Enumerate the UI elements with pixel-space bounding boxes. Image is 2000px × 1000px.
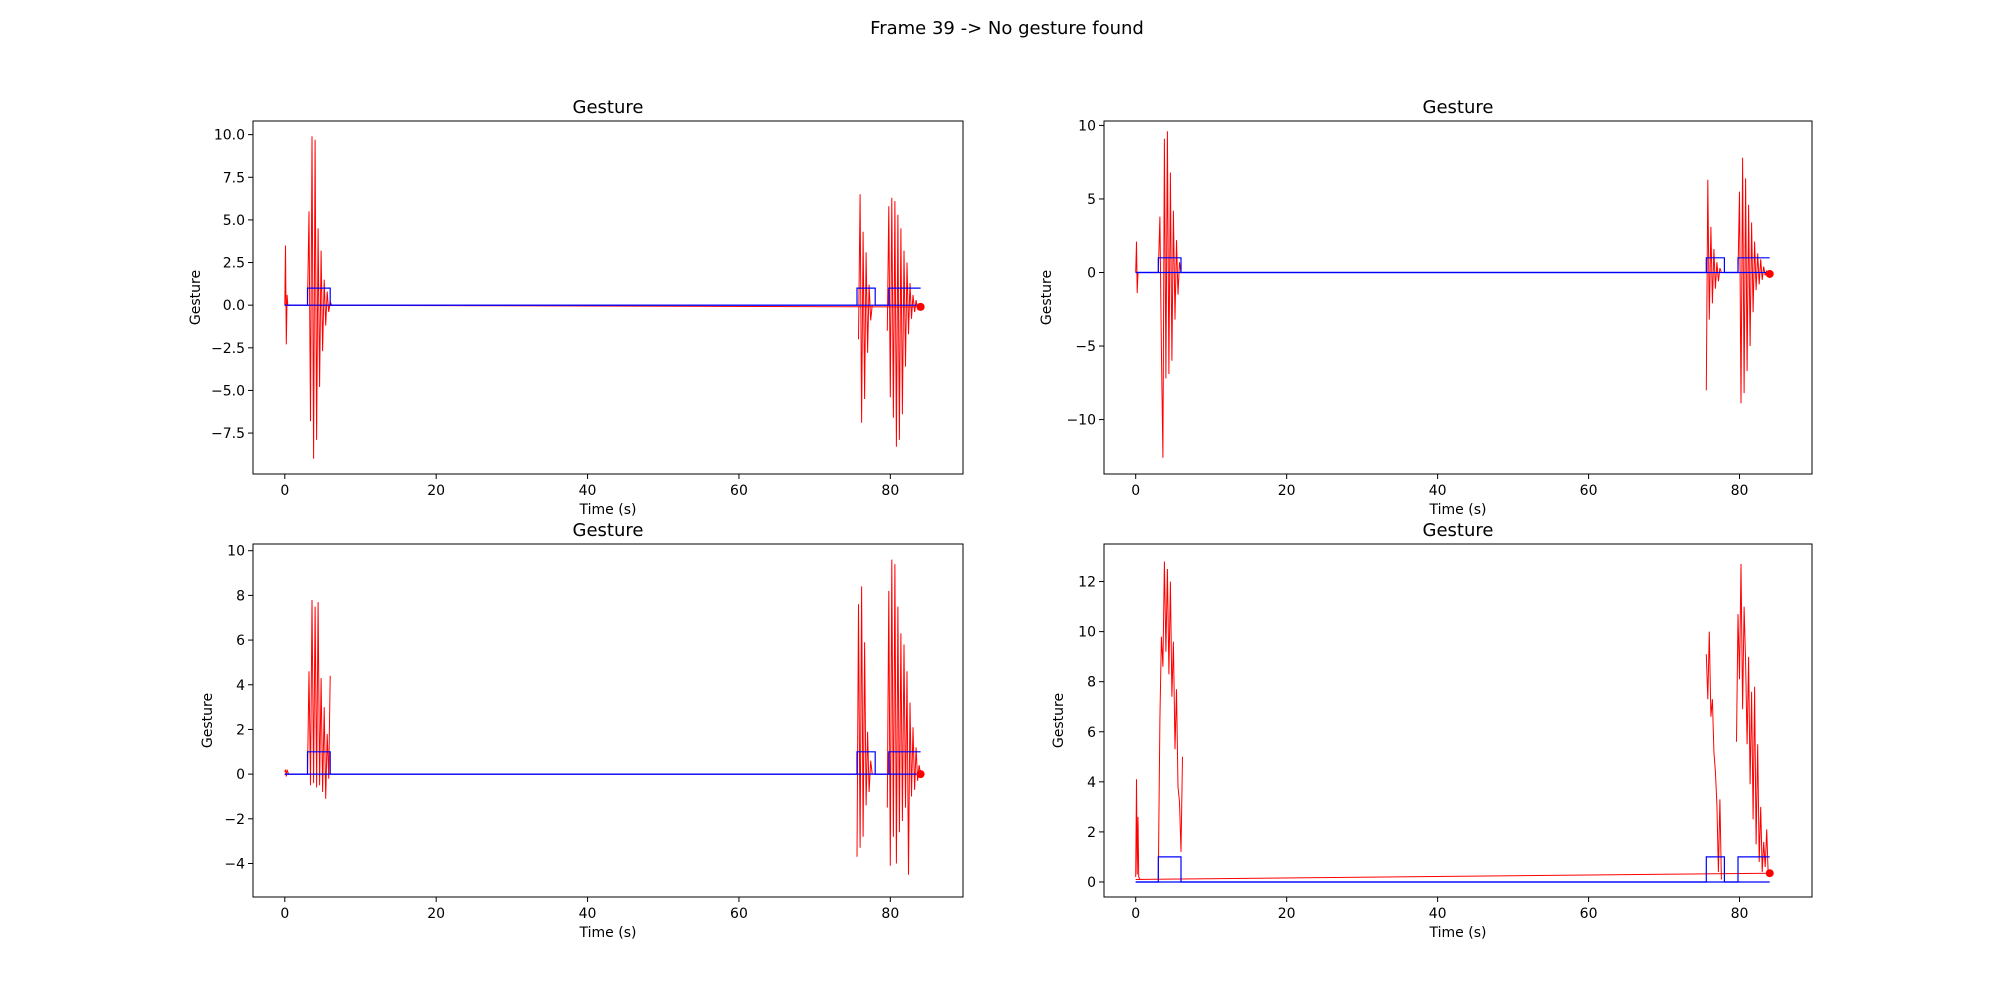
x-tick-label: 0 [1131,483,1140,499]
signal-line [1157,131,1182,458]
x-tick-label: 0 [280,906,289,922]
current-frame-marker [916,302,925,311]
y-tick-label: 10 [1078,625,1096,641]
x-tick-label: 60 [730,906,748,922]
plot-data [284,559,925,875]
axes-frame [252,120,964,475]
x-tick-label: 40 [1429,906,1447,922]
y-tick-label: 0 [1087,875,1096,891]
signal-line [856,586,873,857]
gesture-line [284,751,921,775]
y-tick-label: 7.5 [223,170,245,186]
y-axis-label: Gesture [1051,693,1067,748]
y-tick-label: −7.5 [211,426,245,442]
gesture-line [284,287,921,306]
x-tick-label: 20 [427,906,445,922]
y-tick-label: 0 [1087,265,1096,281]
x-tick-label: 60 [730,483,748,499]
x-tick-label: 40 [579,906,597,922]
x-tick-label: 80 [881,483,899,499]
gesture-line [1135,257,1770,274]
x-tick-label: 20 [1278,483,1296,499]
y-tick-label: −10 [1066,413,1096,429]
x-tick-label: 80 [881,906,899,922]
x-axis-label: Time (s) [1429,925,1487,941]
plot-data [1135,131,1774,458]
x-axis-label: Time (s) [1429,502,1487,518]
y-tick-label: 8 [1087,675,1096,691]
y-tick-label: 4 [236,678,245,694]
signal-drift-line [1135,872,1770,880]
current-frame-marker [1765,869,1774,878]
y-tick-label: 5 [1087,192,1096,208]
current-frame-marker [916,770,925,779]
x-tick-label: 60 [1580,483,1598,499]
y-tick-label: 12 [1078,575,1096,591]
signal-line [307,136,333,459]
gesture-line [1135,856,1770,883]
y-tick-label: 5.0 [223,213,245,229]
y-tick-label: 10 [1078,118,1096,134]
y-axis-label: Gesture [200,693,216,748]
subplot-2: 0 20 40 60 80 −10 −5 0 5 10 Gesture Time (s) Gesture [1039,97,1813,518]
y-tick-label: 2 [236,722,245,738]
signal-line [1157,561,1183,880]
signal-line [886,559,922,875]
y-tick-label: 10.0 [214,128,245,144]
x-tick-label: 20 [427,483,445,499]
subplot-title: Gesture [573,97,644,118]
x-tick-label: 40 [579,483,597,499]
axes-frame [1103,543,1813,898]
signal-line [886,197,921,447]
x-tick-label: 80 [1731,906,1749,922]
subplot-4: 0 20 40 60 80 0 2 4 6 8 10 12 Gesture Time (s) Gesture [1051,520,1813,941]
axes-frame [1103,120,1813,475]
y-tick-label: 0 [236,767,245,783]
signal-line [1736,563,1771,877]
subplot-title: Gesture [573,520,644,541]
x-tick-label: 60 [1580,906,1598,922]
y-axis-label: Gesture [1039,270,1055,325]
y-tick-label: −2 [224,812,245,828]
subplot-title: Gesture [1423,520,1494,541]
y-tick-label: 4 [1087,775,1096,791]
x-tick-label: 40 [1429,483,1447,499]
subplot-3: 0 20 40 60 80 −4 −2 0 2 4 6 8 10 Gesture Time (s) Gestu… [200,520,964,941]
plot-data [284,136,925,459]
subplot-title: Gesture [1423,97,1494,118]
x-tick-label: 80 [1731,483,1749,499]
plot-data [1135,561,1774,883]
current-frame-marker [1765,269,1774,278]
signal-line [1135,779,1141,880]
y-tick-label: 8 [236,588,245,604]
signal-line [1135,241,1139,294]
y-tick-label: 6 [236,633,245,649]
signal-line [284,245,289,345]
x-tick-label: 20 [1278,906,1296,922]
y-tick-label: −5 [1075,339,1096,355]
x-axis-label: Time (s) [579,925,637,941]
y-tick-label: −4 [224,856,245,872]
x-axis-label: Time (s) [579,502,637,518]
y-tick-label: 10 [227,544,245,560]
subplot-1: 0 20 40 60 80 −7.5 −5.0 −2.5 0.0 2.5 5.0 7.5 10.0 Ges… [188,97,964,518]
y-tick-label: 2 [1087,825,1096,841]
y-tick-label: 6 [1087,725,1096,741]
signal-line [307,599,331,799]
signal-line [1705,631,1722,880]
y-tick-label: −5.0 [211,383,245,399]
y-tick-label: −2.5 [211,341,245,357]
signal-line [1705,179,1722,391]
signal-line [858,194,873,423]
signal-line [284,769,290,777]
y-tick-label: 2.5 [223,256,245,272]
figure-title: Frame 39 -> No gesture found [870,18,1144,39]
x-tick-label: 0 [280,483,289,499]
y-axis-label: Gesture [188,270,204,325]
x-tick-label: 0 [1131,906,1140,922]
axes-frame [252,543,964,898]
signal-line [1737,157,1770,404]
y-tick-label: 0.0 [223,298,245,314]
